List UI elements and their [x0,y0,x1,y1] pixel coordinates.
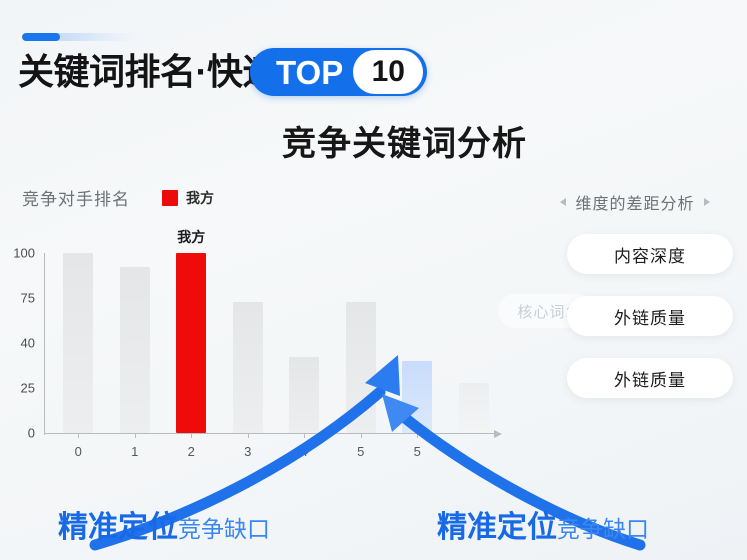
dimension-panel-title: 维度的差距分析 [575,196,695,213]
x-tick-mark [247,433,249,438]
x-tick-mark [134,433,136,438]
dimension-pill-list: 内容深度 外链质量 外链质量 [537,234,733,398]
x-tick-mark [191,433,193,438]
dimension-panel-header: 维度的差距分析 [537,190,733,214]
mine-bar-label: 我方 [177,229,206,245]
caption-right-strong: 精准定位 [437,511,557,544]
dimension-pill[interactable]: 外链质量 [567,296,733,336]
top-badge-label: TOP [276,53,344,91]
bar [345,301,376,433]
bar-chart-plot: 0 25 40 75 100 0 1 2 3 4 5 5 我方 [13,229,514,459]
x-tick-label: 0 [74,444,82,459]
bar [402,361,433,433]
legend-item-mine: 我方 [162,188,214,208]
headline-row: 关键词排名·快速 TOP 10 [18,45,428,99]
bar [119,267,150,433]
x-axis-line [44,433,496,434]
chevron-right-icon[interactable] [703,198,710,206]
x-tick-label: 5 [413,444,421,459]
legend-label: 我方 [186,189,214,206]
page-subtitle: 竞争关键词分析 [282,125,527,163]
progress-bar-track [22,33,137,41]
bar [176,253,207,433]
bar [63,253,94,433]
caption-left-light: 竞争缺口 [178,516,270,542]
chart-legend-row: 竞争对手排名 我方 [22,185,214,210]
top-badge-count: 10 [371,55,405,88]
chevron-left-icon[interactable] [560,198,567,206]
x-axis-arrow-icon [494,430,502,438]
y-tick-label: 25 [20,380,35,396]
dimension-pill[interactable]: 外链质量 [567,358,733,398]
x-tick-label: 5 [357,444,365,459]
bar [458,382,489,433]
bar [232,301,263,433]
chart-panel: 竞争对手排名 我方 0 25 40 75 100 0 1 2 3 4 5 5 我方 [0,185,540,485]
page-title: 关键词排名·快速 [18,51,279,92]
y-tick-label: 0 [27,425,35,441]
caption-left: 精准定位 竞争缺口 [58,502,270,546]
x-tick-mark [360,433,362,438]
y-tick-label: 40 [20,335,35,351]
x-tick-label: 1 [131,444,139,459]
caption-right: 精准定位 竞争缺口 [437,502,649,546]
chart-axis-title: 竞争对手排名 [22,190,130,209]
bar [289,357,320,433]
top-badge-count-circle: 10 [353,50,424,94]
legend-swatch-icon [162,189,178,206]
dimension-pill[interactable]: 内容深度 [567,234,733,274]
x-tick-label: 2 [187,444,195,459]
dimension-panel: 维度的差距分析 内容深度 外链质量 外链质量 [537,190,733,420]
x-tick-mark [417,433,419,438]
caption-left-strong: 精准定位 [58,511,178,544]
x-tick-label: 4 [300,444,308,459]
x-tick-label: 3 [244,444,252,459]
y-axis-line [44,253,45,435]
x-tick-mark [78,433,80,438]
y-tick-label: 75 [20,290,35,306]
y-tick-label: 100 [13,245,35,261]
progress-bar-fill [22,33,60,41]
x-tick-mark [304,433,306,438]
caption-right-light: 竞争缺口 [557,516,649,542]
top-rank-badge: TOP 10 [250,48,428,96]
